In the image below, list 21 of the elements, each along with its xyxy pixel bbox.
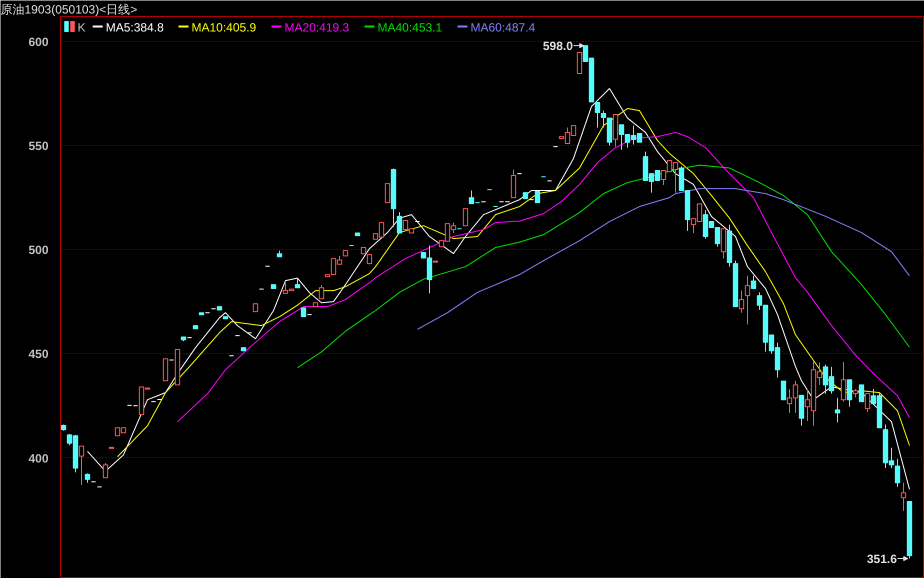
line-series bbox=[87, 88, 910, 490]
y-tick-label: 450 bbox=[28, 347, 49, 362]
y-tick-label: 550 bbox=[28, 139, 49, 154]
legend-label: MA10:405.9 bbox=[192, 20, 257, 34]
candlestick bbox=[744, 275, 750, 326]
legend-label: MA5:384.8 bbox=[106, 20, 164, 34]
chart-title: 原油1903(050103)<日线> bbox=[0, 2, 138, 16]
candlestick bbox=[834, 397, 840, 423]
y-tick-label: 600 bbox=[28, 34, 49, 49]
legend-label: MA40:453.1 bbox=[378, 20, 443, 34]
candlestick bbox=[900, 482, 906, 512]
legend-label: MA20:419.3 bbox=[284, 20, 350, 34]
y-tick-label: 400 bbox=[28, 451, 49, 466]
line-series bbox=[177, 132, 910, 422]
y-tick-label: 500 bbox=[28, 243, 49, 258]
annotation: 351.6 bbox=[866, 552, 898, 566]
line-series bbox=[117, 108, 910, 458]
legend-label: MA60:487.4 bbox=[470, 20, 536, 34]
annotation: 598.0 bbox=[542, 39, 574, 54]
line-series bbox=[417, 188, 910, 330]
legend-label: K bbox=[78, 20, 86, 34]
